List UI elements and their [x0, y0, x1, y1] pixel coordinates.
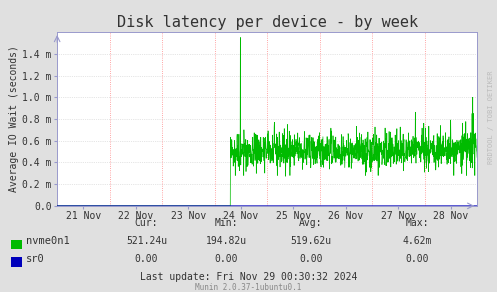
Text: 194.82u: 194.82u: [206, 237, 247, 246]
Text: Cur:: Cur:: [135, 218, 159, 228]
Text: Last update: Fri Nov 29 00:30:32 2024: Last update: Fri Nov 29 00:30:32 2024: [140, 272, 357, 282]
Title: Disk latency per device - by week: Disk latency per device - by week: [117, 15, 417, 29]
Text: Munin 2.0.37-1ubuntu0.1: Munin 2.0.37-1ubuntu0.1: [195, 283, 302, 292]
Text: Max:: Max:: [406, 218, 429, 228]
Text: 519.62u: 519.62u: [290, 237, 331, 246]
Text: 0.00: 0.00: [299, 254, 323, 264]
Text: RRDTOOL / TOBI OETIKER: RRDTOOL / TOBI OETIKER: [488, 70, 494, 164]
Text: 0.00: 0.00: [135, 254, 159, 264]
Text: 0.00: 0.00: [406, 254, 429, 264]
Text: 521.24u: 521.24u: [126, 237, 167, 246]
Y-axis label: Average IO Wait (seconds): Average IO Wait (seconds): [9, 46, 19, 192]
Text: 4.62m: 4.62m: [403, 237, 432, 246]
Text: Min:: Min:: [214, 218, 238, 228]
Text: sr0: sr0: [26, 254, 45, 264]
Text: nvme0n1: nvme0n1: [26, 237, 70, 246]
Text: 0.00: 0.00: [214, 254, 238, 264]
Text: Avg:: Avg:: [299, 218, 323, 228]
